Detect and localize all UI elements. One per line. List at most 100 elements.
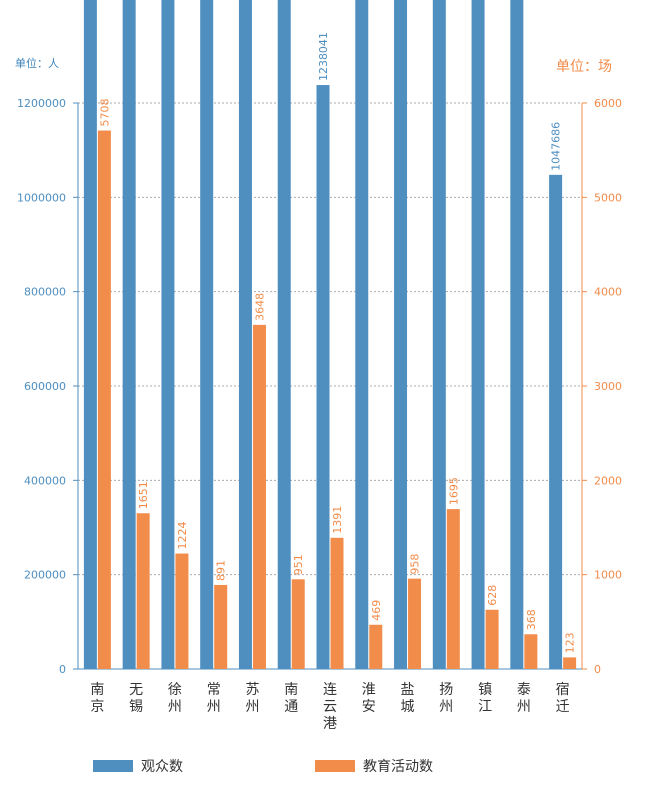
category-label-char: 泰 xyxy=(517,682,531,698)
bar-education xyxy=(252,324,266,669)
category-label: 盐城 xyxy=(401,682,415,715)
bar-audience xyxy=(549,174,563,669)
data-label-education: 469 xyxy=(370,600,383,621)
right-tick-label: 1000 xyxy=(594,569,622,582)
bar-audience xyxy=(394,0,408,669)
bars xyxy=(83,0,577,670)
left-axis-unit-label: 单位：人 xyxy=(15,57,59,70)
bar-education xyxy=(563,657,577,669)
category-label-char: 州 xyxy=(207,699,221,715)
left-tick-label: 0 xyxy=(59,663,66,676)
category-label-char: 徐 xyxy=(168,682,182,698)
bar-education xyxy=(524,634,538,669)
category-label: 连云港 xyxy=(323,682,337,732)
data-label-education: 1651 xyxy=(137,481,150,509)
left-tick-label: 800000 xyxy=(24,286,66,299)
right-tick-label: 6000 xyxy=(594,97,622,110)
data-label-education: 891 xyxy=(215,560,228,581)
category-label-char: 江 xyxy=(478,699,492,715)
category-label-char: 京 xyxy=(90,699,104,715)
data-label-education: 5708 xyxy=(98,99,111,127)
category-label: 常州 xyxy=(207,682,221,715)
bar-education xyxy=(291,579,305,669)
data-label-education: 951 xyxy=(292,554,305,575)
category-label-char: 锡 xyxy=(129,699,143,715)
category-label-char: 淮 xyxy=(362,682,376,698)
category-label-char: 州 xyxy=(439,699,453,715)
bar-audience xyxy=(316,85,330,670)
legend-label-education: 教育活动数 xyxy=(363,759,433,775)
data-label-education: 958 xyxy=(409,554,422,575)
category-label-char: 州 xyxy=(517,699,531,715)
data-label-education: 628 xyxy=(486,585,499,606)
right-axis-unit-label: 单位：场 xyxy=(556,59,612,75)
data-label-education: 1224 xyxy=(176,522,189,550)
bar-education xyxy=(175,553,189,669)
category-label-char: 州 xyxy=(168,699,182,715)
category-label-char: 无 xyxy=(129,682,143,698)
category-label-char: 迁 xyxy=(556,699,570,715)
right-tick-label: 4000 xyxy=(594,286,622,299)
data-label-audience: 1238041 xyxy=(317,32,330,81)
category-label-char: 州 xyxy=(245,699,259,715)
legend-label-audience: 观众数 xyxy=(141,759,183,775)
data-label-education: 123 xyxy=(564,632,577,653)
bar-audience xyxy=(200,0,214,669)
bar-audience xyxy=(355,0,369,669)
bar-education xyxy=(136,513,150,669)
bar-audience xyxy=(122,0,136,669)
data-label-education: 3648 xyxy=(253,293,266,321)
left-tick-label: 1000000 xyxy=(17,191,66,204)
bar-audience xyxy=(83,0,97,669)
bar-audience xyxy=(471,0,485,669)
bar-audience xyxy=(432,0,446,669)
bar-education xyxy=(97,130,111,669)
data-label-education: 1391 xyxy=(331,506,344,534)
data-label-education: 368 xyxy=(525,609,538,630)
category-label: 苏州 xyxy=(245,682,259,715)
bar-audience xyxy=(161,0,175,669)
category-label: 镇江 xyxy=(478,682,492,715)
category-label-char: 城 xyxy=(401,699,415,715)
gridlines xyxy=(78,102,582,576)
category-label: 徐州 xyxy=(168,682,182,715)
right-tick-label: 2000 xyxy=(594,474,622,487)
category-label-char: 宿 xyxy=(556,681,570,698)
bar-education xyxy=(485,609,499,669)
category-label-char: 扬 xyxy=(439,682,453,698)
data-label-audience: 1047686 xyxy=(550,122,563,171)
legend-swatch-audience xyxy=(93,760,133,772)
category-label: 淮安 xyxy=(362,682,376,715)
left-tick-label: 1200000 xyxy=(17,97,66,110)
legend-swatch-education xyxy=(315,760,355,772)
left-tick-label: 400000 xyxy=(24,474,66,487)
right-tick-label: 3000 xyxy=(594,380,622,393)
bar-audience xyxy=(277,0,291,669)
category-label: 泰州 xyxy=(517,682,531,715)
left-tick-label: 600000 xyxy=(24,380,66,393)
category-label-char: 港 xyxy=(323,716,337,732)
data-labels: 1125068057084960004165144234361224399069… xyxy=(98,32,577,653)
bar-education xyxy=(369,624,383,669)
category-label-char: 南 xyxy=(284,682,298,698)
category-label: 南京 xyxy=(90,682,104,715)
bar-education xyxy=(446,509,460,669)
left-tick-label: 200000 xyxy=(24,569,66,582)
bar-audience xyxy=(238,0,252,669)
category-label-char: 常 xyxy=(207,682,221,698)
category-label: 宿迁 xyxy=(556,681,570,715)
data-label-education: 1695 xyxy=(447,477,460,505)
bar-audience xyxy=(510,0,524,669)
category-label-char: 安 xyxy=(362,699,376,715)
bar-education xyxy=(408,578,422,669)
legend-item-education: 教育活动数 xyxy=(315,756,433,776)
right-tick-label: 0 xyxy=(594,663,601,676)
category-label-char: 连 xyxy=(323,682,337,698)
right-tick-label: 5000 xyxy=(594,191,622,204)
category-label-char: 苏 xyxy=(245,682,259,698)
category-label: 扬州 xyxy=(439,682,453,715)
category-label: 无锡 xyxy=(129,682,143,715)
category-label-char: 通 xyxy=(284,699,298,715)
